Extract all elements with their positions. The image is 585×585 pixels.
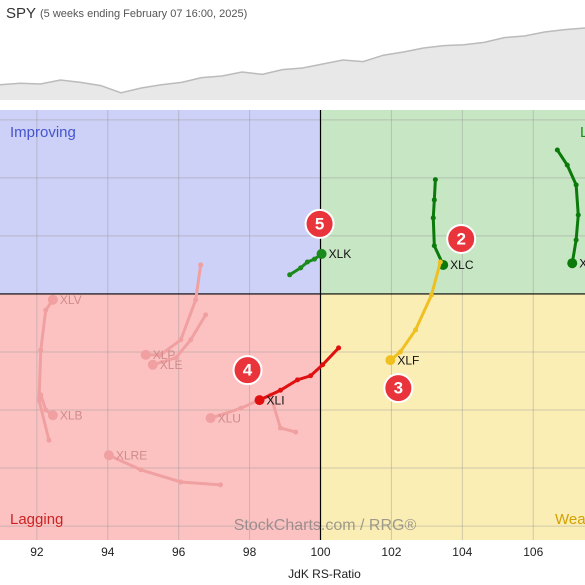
tail: [258, 346, 341, 402]
quadrant-leading: [320, 110, 585, 294]
tail-point: [277, 387, 283, 393]
tail-point: [554, 147, 560, 153]
series-label: XLE: [160, 358, 183, 372]
tail: [151, 313, 208, 367]
tail-point: [238, 405, 244, 411]
tail-point: [430, 215, 436, 221]
quadrant-lagging: [0, 293, 321, 540]
tail-point: [193, 297, 199, 303]
tail-point: [311, 256, 317, 262]
spy-title: SPY: [6, 5, 36, 22]
tail-point: [203, 312, 209, 318]
badge-number: 2: [456, 229, 465, 248]
badge: [383, 373, 414, 404]
spy-subtitle: (5 weeks ending February 07 16:00, 2025): [40, 8, 247, 20]
x-tick-label: 100: [310, 545, 330, 559]
tail-point: [287, 272, 293, 278]
watermark: StockCharts.com / RRG®: [234, 517, 417, 534]
head-point: [47, 410, 58, 421]
x-tick-label: 104: [452, 545, 472, 559]
badge-number: 4: [243, 361, 253, 380]
tail-point: [320, 362, 326, 368]
head-point: [103, 450, 114, 461]
x-tick-label: 102: [381, 545, 401, 559]
tail-point: [575, 212, 581, 218]
tail: [107, 453, 223, 487]
spy-line: [0, 27, 585, 94]
tail-point: [336, 345, 342, 351]
tail-point: [573, 237, 579, 243]
tail-point: [431, 243, 437, 249]
quadrant-label: Improving: [10, 124, 76, 141]
tail-point: [431, 197, 437, 203]
head-point: [567, 258, 578, 269]
series-label: XLU: [218, 411, 241, 425]
tail-point: [43, 307, 49, 313]
head-point: [385, 355, 396, 366]
tail-point: [43, 407, 49, 413]
spy-area: [0, 28, 585, 100]
badge-number: 3: [394, 379, 403, 398]
tail-point: [46, 437, 52, 443]
tail-point: [173, 355, 179, 361]
x-tick-label: 96: [172, 545, 186, 559]
tail-point: [188, 337, 194, 343]
tail-point: [432, 177, 438, 183]
series-label: XLV: [60, 293, 82, 307]
head-point: [140, 349, 151, 360]
series-label: XLC: [450, 258, 474, 272]
head-point: [147, 359, 158, 370]
quadrant-label: Weakening: [555, 511, 585, 528]
badge: [232, 355, 263, 386]
quadrant-weakening: [320, 293, 585, 540]
series-label: XLI: [267, 393, 285, 407]
series-label: XLB: [60, 408, 83, 422]
x-tick-label: 98: [243, 545, 257, 559]
quadrant-improving: [0, 110, 321, 294]
quadrant-label: Lagging: [10, 511, 63, 528]
tail-point: [564, 162, 570, 168]
tail-point: [178, 479, 184, 485]
tail-point: [198, 262, 204, 268]
tail-point: [293, 429, 299, 435]
series-label: XLY: [579, 256, 585, 270]
head-point: [316, 248, 327, 259]
quadrant-label: Leading: [580, 124, 585, 141]
head-point: [205, 413, 216, 424]
tail-point: [397, 349, 403, 355]
tail-point: [138, 467, 144, 473]
series-label: XLRE: [116, 448, 147, 462]
tail-point: [428, 292, 434, 298]
tail-point: [38, 392, 44, 398]
tail-point: [277, 425, 283, 431]
head-point: [254, 395, 265, 406]
tail-point: [158, 352, 164, 358]
tail-point: [573, 182, 579, 188]
tail-point: [38, 347, 44, 353]
tail-point: [178, 337, 184, 343]
tail-point: [294, 377, 300, 383]
head-point: [47, 294, 58, 305]
x-tick-label: 92: [30, 545, 44, 559]
tail: [555, 148, 580, 265]
tail-point: [413, 327, 419, 333]
badge: [304, 208, 335, 239]
series-label: XLF: [397, 353, 419, 367]
x-tick-label: 106: [523, 545, 543, 559]
tail-point: [36, 397, 42, 403]
badge: [446, 223, 477, 254]
tail-point: [218, 482, 224, 488]
tail-point: [298, 265, 304, 271]
tail-point: [304, 259, 310, 265]
series-label: XLK: [329, 247, 352, 261]
badge-number: 5: [315, 214, 324, 233]
tail-point: [437, 259, 443, 265]
x-axis-label: JdK RS-Ratio: [288, 567, 361, 581]
x-tick-label: 94: [101, 545, 115, 559]
tail-point: [308, 373, 314, 379]
